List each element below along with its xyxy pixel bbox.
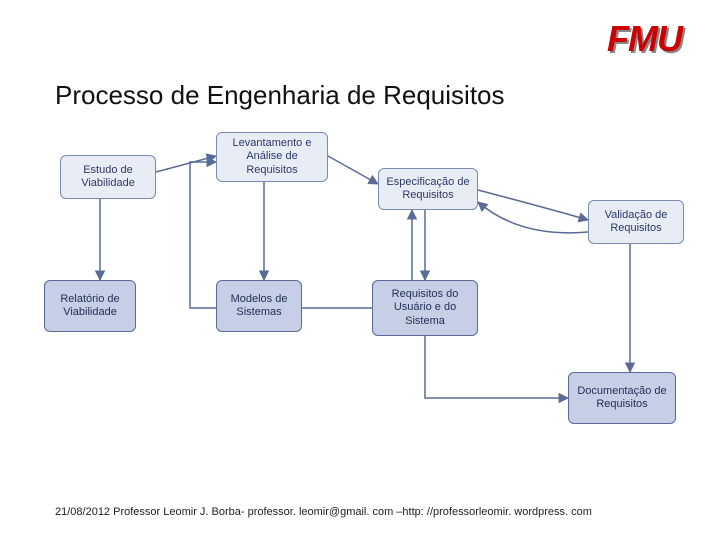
page-title: Processo de Engenharia de Requisitos: [55, 80, 505, 111]
node-n1: Estudo de Viabilidade: [60, 155, 156, 199]
edge-n4-n3: [478, 202, 588, 233]
edge-n7-n8: [425, 336, 568, 398]
footer-text: 21/08/2012 Professor Leomir J. Borba- pr…: [55, 506, 592, 518]
node-n2: Levantamento e Análise de Requisitos: [216, 132, 328, 182]
node-n8: Documentação de Requisitos: [568, 372, 676, 424]
edge-n1-n2: [156, 156, 216, 172]
node-n6: Modelos de Sistemas: [216, 280, 302, 332]
edge-n3-n4: [478, 190, 588, 220]
node-n3: Especificação de Requisitos: [378, 168, 478, 210]
brand-logo: FMU: [607, 18, 682, 60]
node-n7: Requisitos do Usuário e do Sistema: [372, 280, 478, 336]
node-n4: Validação de Requisitos: [588, 200, 684, 244]
flowchart: Estudo de Viabilidade Levantamento e Anál…: [20, 120, 700, 470]
node-n5: Relatório de Viabilidade: [44, 280, 136, 332]
edge-n2-n3: [328, 156, 378, 184]
